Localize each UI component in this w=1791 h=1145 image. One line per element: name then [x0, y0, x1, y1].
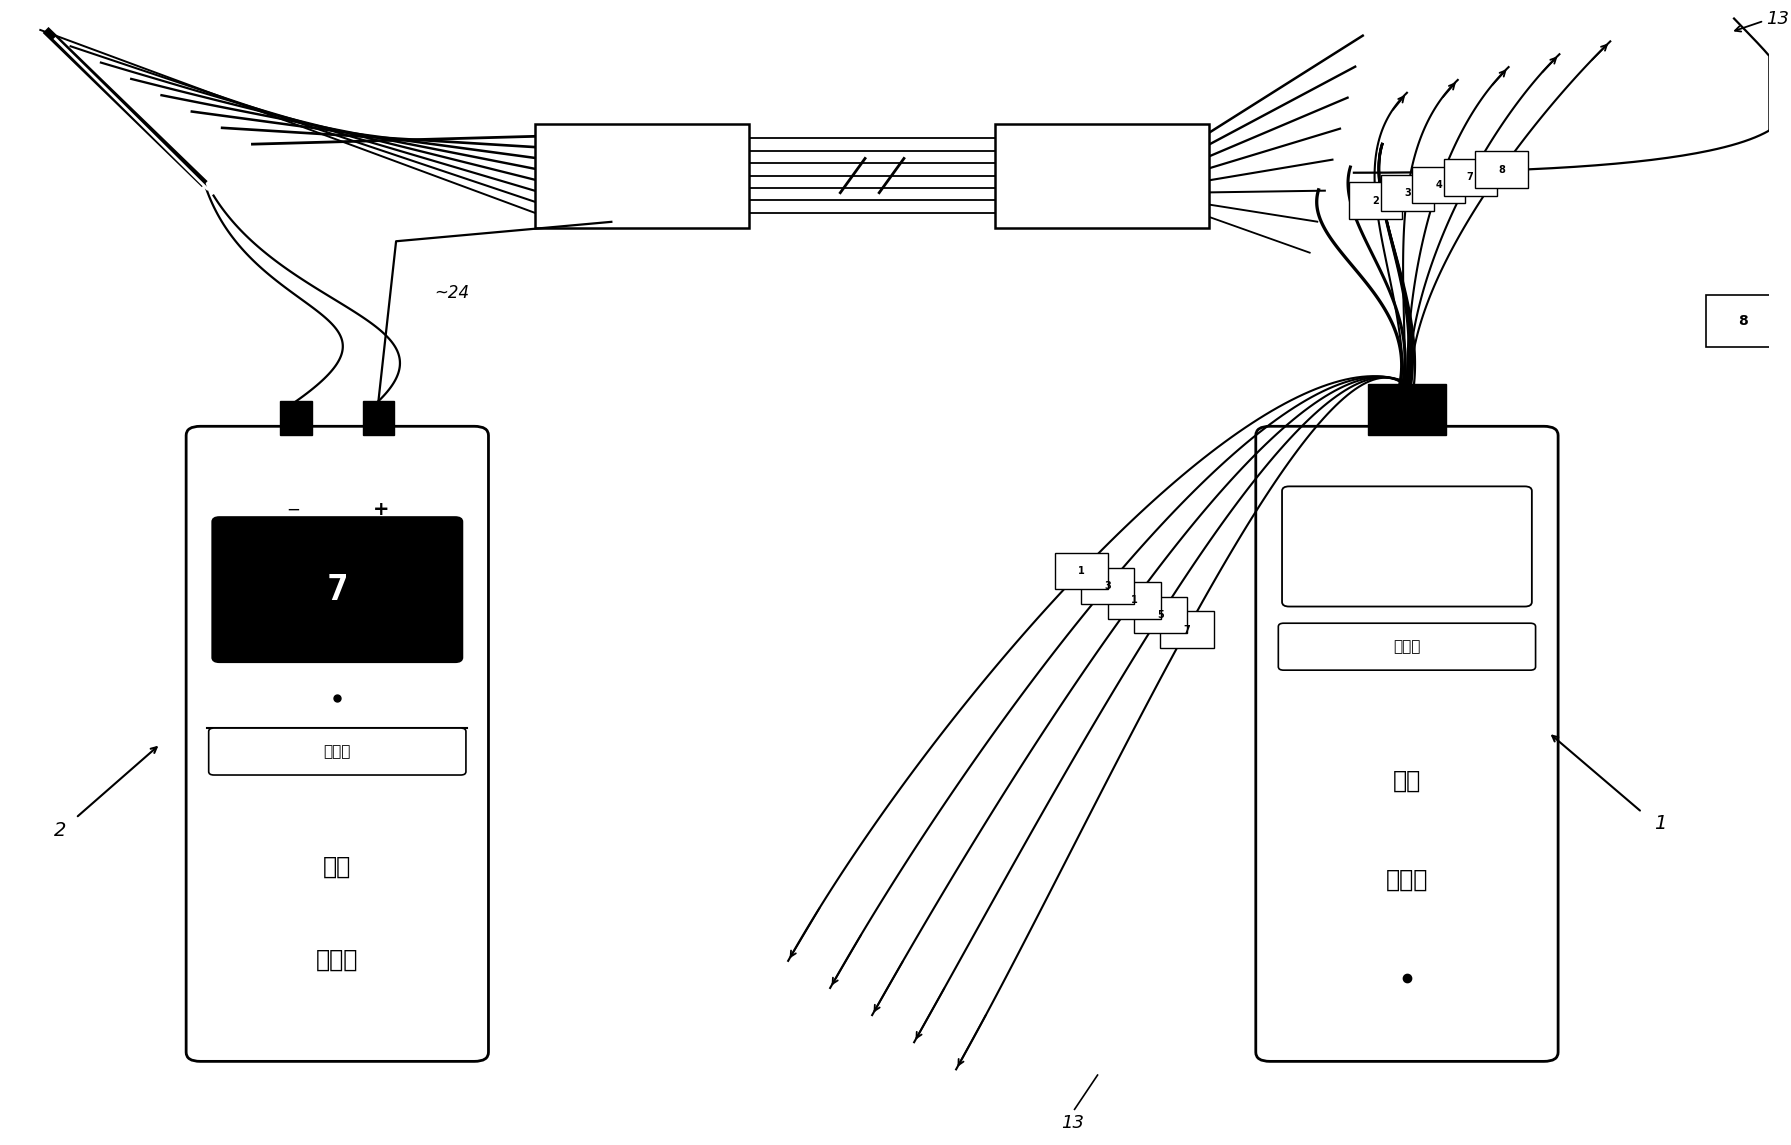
Text: 8: 8: [1737, 314, 1748, 329]
Polygon shape: [362, 401, 394, 435]
FancyBboxPatch shape: [1107, 582, 1161, 618]
FancyBboxPatch shape: [1381, 175, 1435, 212]
Text: 1: 1: [1130, 595, 1137, 606]
Text: 13: 13: [1062, 1114, 1084, 1132]
Text: 3: 3: [1404, 188, 1411, 198]
FancyBboxPatch shape: [1282, 487, 1531, 607]
Text: 4: 4: [1435, 180, 1442, 190]
FancyBboxPatch shape: [1055, 553, 1107, 590]
FancyBboxPatch shape: [1279, 623, 1535, 670]
Text: 7: 7: [1184, 624, 1191, 634]
FancyBboxPatch shape: [210, 728, 466, 775]
Text: −: −: [287, 500, 301, 519]
Text: +: +: [373, 500, 389, 519]
Text: 8: 8: [1497, 165, 1504, 175]
FancyBboxPatch shape: [186, 426, 489, 1061]
FancyBboxPatch shape: [996, 124, 1209, 228]
FancyBboxPatch shape: [1349, 182, 1402, 219]
Text: 测序仪: 测序仪: [317, 948, 358, 972]
Polygon shape: [1368, 384, 1445, 435]
Text: 测序仪: 测序仪: [1386, 868, 1427, 892]
FancyBboxPatch shape: [1082, 568, 1134, 605]
Text: 发送端: 发送端: [1393, 639, 1420, 654]
Text: 电缆: 电缆: [1393, 768, 1420, 792]
Polygon shape: [279, 401, 312, 435]
Text: 13: 13: [1766, 9, 1789, 27]
FancyBboxPatch shape: [1134, 597, 1187, 633]
Text: 电缆: 电缆: [322, 855, 351, 879]
FancyBboxPatch shape: [1255, 426, 1558, 1061]
Text: ~24: ~24: [435, 284, 469, 301]
FancyBboxPatch shape: [213, 518, 462, 662]
Text: 5: 5: [1157, 610, 1164, 619]
Text: 3: 3: [1105, 581, 1110, 591]
FancyBboxPatch shape: [1705, 295, 1780, 347]
Text: 2: 2: [1372, 196, 1379, 206]
FancyBboxPatch shape: [1411, 167, 1465, 204]
Text: 1: 1: [1078, 566, 1085, 576]
Text: 接收端: 接收端: [324, 744, 351, 759]
FancyBboxPatch shape: [1476, 151, 1528, 188]
FancyBboxPatch shape: [1444, 159, 1497, 196]
Text: 2: 2: [54, 821, 66, 840]
FancyBboxPatch shape: [1161, 611, 1214, 648]
FancyBboxPatch shape: [536, 124, 749, 228]
Text: 7: 7: [1467, 173, 1474, 182]
Text: 1: 1: [1653, 814, 1666, 834]
Text: 7: 7: [326, 572, 347, 607]
